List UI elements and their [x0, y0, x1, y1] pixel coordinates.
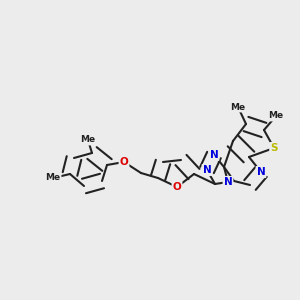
Text: Me: Me — [268, 112, 284, 121]
Text: Me: Me — [80, 136, 96, 145]
Text: N: N — [210, 150, 218, 160]
Text: N: N — [256, 167, 266, 177]
Text: O: O — [172, 182, 182, 192]
Text: Me: Me — [230, 103, 246, 112]
Text: N: N — [224, 177, 232, 187]
Text: S: S — [270, 143, 278, 153]
Text: N: N — [202, 165, 211, 175]
Text: O: O — [120, 157, 128, 167]
Text: Me: Me — [45, 173, 61, 182]
